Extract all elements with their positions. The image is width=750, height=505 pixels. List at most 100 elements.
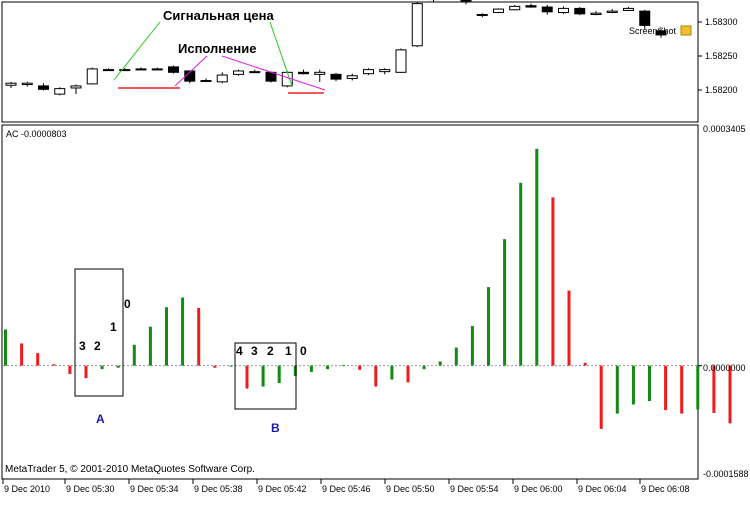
- pointer-execution-1: [174, 55, 208, 87]
- candle-body: [493, 8, 504, 13]
- pointer-execution-2: [221, 55, 326, 91]
- candle: [541, 5, 553, 15]
- value-label-bottom: -0.0001588: [703, 469, 749, 479]
- candle-body: [103, 69, 114, 72]
- ac-bar: [36, 353, 40, 366]
- box-a-digit-0: 0: [124, 297, 131, 311]
- candle-body: [590, 12, 602, 16]
- ac-bar: [84, 365, 88, 379]
- ac-bar: [519, 182, 523, 366]
- candle-body: [411, 3, 423, 47]
- candle: [233, 69, 244, 76]
- ac-bar: [213, 365, 217, 368]
- annotations-layer: [113, 21, 326, 94]
- ac-bar: [631, 365, 635, 405]
- box-b-digit-0: 0: [300, 344, 307, 358]
- screenshot-icon: [680, 25, 692, 36]
- candle: [5, 81, 17, 88]
- ac-bar: [52, 364, 56, 366]
- ac-bar: [648, 365, 651, 402]
- candle-body: [476, 14, 488, 17]
- price-label-1: 1.58300: [705, 17, 738, 27]
- annotation-signal-price: Сигнальная цена: [163, 8, 274, 23]
- candle-body: [168, 66, 179, 73]
- ac-bar: [197, 307, 201, 366]
- x-axis-label: 9 Dec 05:38: [194, 484, 243, 494]
- candle: [623, 7, 634, 12]
- candle-body: [558, 7, 569, 13]
- ac-bar: [535, 148, 539, 366]
- ac-bar: [422, 365, 426, 370]
- candle-body: [655, 30, 667, 36]
- candle-body: [314, 71, 326, 75]
- candle: [200, 78, 212, 82]
- x-axis-label: 9 Dec 06:00: [514, 484, 563, 494]
- candle: [639, 9, 651, 29]
- candle: [70, 84, 82, 95]
- box-b-digit-1: 1: [285, 344, 292, 358]
- ac-bar: [229, 365, 233, 367]
- candle: [168, 65, 179, 74]
- ac-bar: [132, 344, 136, 366]
- candle: [135, 67, 147, 71]
- ac-bar: [68, 365, 72, 374]
- candle: [330, 73, 342, 82]
- candles-layer: [5, 0, 667, 96]
- box-a-digit-1: 1: [110, 320, 117, 334]
- ac-bar: [438, 361, 442, 366]
- x-axis-label: 9 Dec 05:46: [322, 484, 371, 494]
- ac-bar: [181, 297, 185, 366]
- bottom-panel-frame: [1, 124, 699, 480]
- x-axis-label: 9 Dec 06:04: [578, 484, 627, 494]
- ac-bar: [696, 365, 700, 410]
- price-label-3: 1.58200: [705, 85, 738, 95]
- ac-bar: [728, 365, 732, 424]
- box-b-label: B: [271, 421, 280, 435]
- candle-body: [379, 69, 391, 73]
- candle-body: [135, 68, 147, 71]
- candle: [379, 68, 391, 75]
- ac-bar: [20, 343, 24, 366]
- candle: [655, 28, 667, 38]
- x-axis-label: 9 Dec 2010: [4, 484, 50, 494]
- candle: [54, 87, 66, 96]
- ac-bar: [503, 239, 507, 366]
- candle-body: [151, 68, 163, 71]
- candle-body: [363, 69, 374, 75]
- ac-bar: [116, 365, 120, 368]
- ac-bar: [615, 365, 619, 414]
- ac-bar: [599, 365, 603, 429]
- value-label-top: 0.0003405: [703, 124, 746, 134]
- candle-body: [200, 79, 212, 82]
- box-b-digit-3: 3: [251, 344, 258, 358]
- box-b: [234, 342, 297, 410]
- candle: [476, 13, 488, 18]
- ac-bar: [326, 365, 329, 370]
- ac-bar: [390, 365, 394, 380]
- candle: [314, 69, 326, 82]
- box-a-label: A: [96, 412, 105, 426]
- ac-bar: [454, 347, 458, 366]
- box-a: [74, 268, 124, 397]
- candle-body: [639, 10, 651, 26]
- candle-body: [184, 70, 196, 82]
- ac-bar: [567, 290, 571, 366]
- ac-bars-layer: [4, 148, 732, 429]
- indicator-label: AC -0.0000803: [6, 129, 67, 139]
- candle-body: [346, 75, 358, 79]
- footer-copyright: MetaTrader 5, © 2001-2010 MetaQuotes Sof…: [5, 464, 255, 475]
- candle-body: [606, 10, 618, 13]
- x-axis-label: 9 Dec 05:30: [66, 484, 115, 494]
- candle-body: [395, 49, 407, 73]
- candle-body: [574, 7, 586, 15]
- candle: [460, 0, 472, 5]
- ac-bar: [4, 329, 7, 366]
- x-axis-label: 9 Dec 05:50: [386, 484, 435, 494]
- candle-body: [38, 85, 49, 90]
- candle: [411, 1, 423, 48]
- candle-body: [21, 82, 33, 86]
- axis-layer: 9 Dec 2010 9 Dec 05:30 9 Dec 05:34 9 Dec 05…: [2, 21, 702, 494]
- value-label-zero: 0.0000000: [703, 363, 746, 373]
- top-panel-frame: [1, 1, 699, 123]
